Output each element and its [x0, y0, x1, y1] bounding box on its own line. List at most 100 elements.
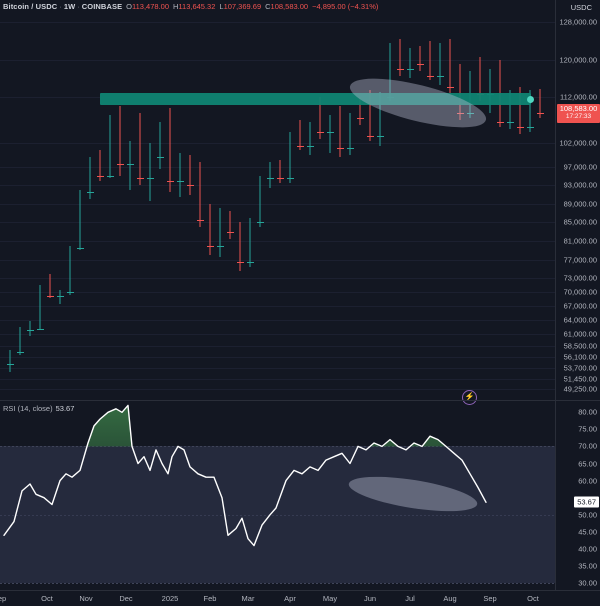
price-gridline [0, 334, 555, 336]
candlestick [216, 208, 224, 258]
candle-body [506, 122, 514, 124]
candle-wick [409, 47, 411, 79]
candle-body [456, 113, 464, 115]
candlestick [286, 131, 294, 183]
candle-body [166, 180, 174, 182]
candlestick [126, 141, 134, 190]
candle-body [46, 295, 54, 297]
candle-wick [19, 327, 21, 356]
candle-wick [529, 89, 531, 132]
candle-body [516, 127, 524, 129]
candle-body [446, 87, 454, 89]
candlestick [446, 38, 454, 95]
candle-body [326, 131, 334, 133]
price-axis-label: 70,000.00 [563, 287, 597, 297]
price-axis-label: 128,000.00 [559, 17, 597, 27]
price-gridline [0, 59, 555, 61]
candle-body [196, 220, 204, 222]
ohlc-open-value: 113,478.00 [132, 2, 169, 11]
price-axis-label: 58,500.00 [563, 341, 597, 351]
candle-wick [309, 122, 311, 155]
candlestick [406, 47, 414, 79]
candlestick [456, 64, 464, 121]
candlestick [206, 203, 214, 256]
price-axis-label: 97,000.00 [563, 162, 597, 172]
price-gridline [0, 241, 555, 243]
price-axis[interactable]: USDC 128,000.00 120,000.00 112,000.00 102,0… [556, 0, 600, 400]
current-price-time: 17:27:33 [565, 113, 592, 121]
rsi-pane[interactable]: RSI (14, close) 53.67 [0, 402, 555, 590]
candle-wick [239, 222, 241, 272]
candle-wick [479, 57, 481, 102]
ohlc-high-key: H [173, 2, 179, 11]
candle-body [276, 178, 284, 180]
candlestick [366, 89, 374, 141]
lightning-bolt-icon[interactable]: ⚡ [462, 390, 477, 405]
candle-body [76, 248, 84, 250]
price-gridline [0, 388, 555, 390]
rsi-axis-label: 50.00 [578, 510, 597, 520]
price-pane[interactable]: ⚡ [0, 13, 555, 405]
candlestick [416, 45, 424, 72]
candle-wick [449, 38, 451, 95]
candle-body [316, 131, 324, 133]
ohlc-high-value: 113,645.32 [178, 2, 216, 11]
price-gridline [0, 292, 555, 294]
exchange-label[interactable]: COINBASE [81, 2, 123, 11]
candlestick [36, 285, 44, 331]
symbol-label[interactable]: Bitcoin / USDC [3, 2, 58, 11]
candlestick [186, 154, 194, 195]
candle-body [36, 328, 44, 330]
axis-divider [555, 0, 556, 590]
candle-wick [429, 40, 431, 81]
time-axis[interactable]: ep Oct Nov Dec 2025 Feb Mar Apr May Jun Jul Aug Sep O… [0, 591, 600, 606]
rsi-legend-name[interactable]: RSI (14, close) [3, 404, 53, 413]
candle-wick [389, 43, 391, 102]
rsi-axis[interactable]: 80.00 75.00 70.00 65.00 60.00 50.00 45.00 40.00… [556, 402, 600, 590]
candle-wick [359, 96, 361, 125]
ohlc-low-value: 107,369.69 [223, 2, 262, 11]
price-axis-label: 61,000.00 [563, 329, 597, 339]
candlestick [96, 150, 104, 181]
candle-wick [179, 152, 181, 197]
price-gridline [0, 143, 555, 145]
ohlc-open-key: O [126, 2, 133, 11]
candle-body [536, 112, 544, 114]
candle-body [296, 145, 304, 147]
candle-body [66, 292, 74, 294]
current-price-value: 108,583.00 [559, 103, 598, 113]
candlestick [116, 106, 124, 176]
price-gridline [0, 356, 555, 358]
resistance-zone-handle[interactable] [527, 95, 534, 103]
price-axis-label: 64,000.00 [563, 315, 597, 325]
rsi-axis-label: 60.00 [578, 476, 597, 486]
candle-wick [519, 87, 521, 134]
candle-wick [439, 43, 441, 86]
price-gridline [0, 259, 555, 261]
candlestick [46, 273, 54, 298]
candle-body [16, 351, 24, 353]
interval-label[interactable]: 1W [63, 2, 76, 11]
candle-body [136, 178, 144, 180]
candle-body [216, 245, 224, 247]
candle-body [96, 175, 104, 177]
legend-separator-1: · [59, 2, 62, 11]
time-axis-label: Dec [119, 594, 133, 603]
resistance-zone-rectangle[interactable] [100, 93, 531, 106]
candle-wick [149, 143, 151, 202]
rsi-legend-value: 53.67 [55, 404, 75, 413]
price-gridline [0, 345, 555, 347]
time-axis-label: May [322, 594, 338, 603]
current-price-badge: 108,583.00 17:27:33 [557, 103, 600, 123]
pane-divider [0, 400, 600, 401]
rsi-line-series [3, 404, 487, 547]
price-axis-label: 49,250.00 [563, 384, 597, 394]
candle-body [466, 113, 474, 115]
candlestick [146, 143, 154, 202]
candlestick [6, 349, 14, 373]
chart-legend: Bitcoin / USDC · 1W · COINBASE O 113,478… [3, 1, 378, 13]
candlestick [236, 222, 244, 272]
candle-body [26, 330, 34, 332]
time-axis-label: Mar [241, 594, 255, 603]
rsi-axis-label: 45.00 [578, 527, 597, 537]
